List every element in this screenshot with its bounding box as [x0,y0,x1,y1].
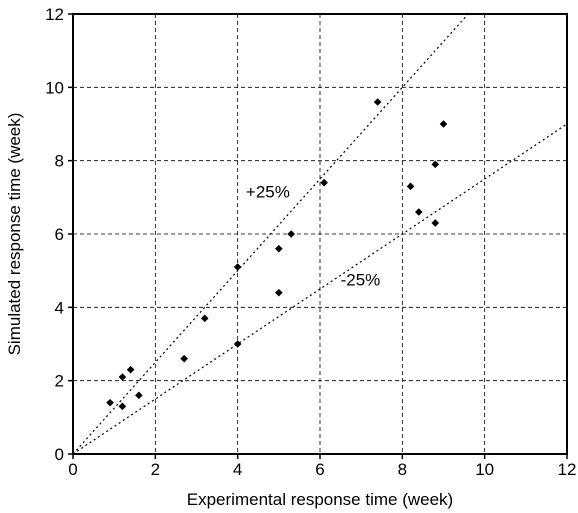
data-point [287,230,295,238]
data-point [126,365,135,374]
data-point [373,98,382,106]
data-point [320,178,328,187]
x-tick-label: 8 [398,460,407,479]
plot-frame [72,13,568,455]
grid [73,14,567,454]
data-point [118,402,127,411]
data-point [200,314,209,323]
data-point [439,120,448,128]
annotations: +25% -25% [246,182,380,289]
reference-line-label: +25% [246,182,290,201]
data-point [431,219,440,227]
data-point [431,160,440,169]
reference-line [72,123,568,455]
x-tick-label: 6 [315,460,324,479]
y-tick-label: 6 [55,225,64,244]
data-point [180,354,188,363]
x-tick-label: 0 [68,460,77,479]
x-tick-label: 4 [233,460,242,479]
data-point [106,398,114,407]
data-point [275,288,283,297]
data-point [406,182,415,191]
reference-line-label: -25% [341,270,381,289]
y-tick-label: 8 [55,152,64,171]
x-tick-label: 2 [151,460,160,479]
axis-ticks: 0 2 4 6 8 10 12 0 2 4 6 8 10 12 [45,5,576,479]
y-tick-label: 4 [55,298,64,317]
y-tick-label: 2 [55,372,64,391]
y-tick-label: 12 [45,5,64,24]
y-axis-title: Simulated response time (week) [5,113,24,356]
x-tick-label: 10 [475,460,494,479]
x-axis-title: Experimental response time (week) [187,490,453,509]
data-points [106,98,448,411]
reference-line [72,13,469,455]
data-point [233,340,242,348]
data-point [275,244,283,253]
x-tick-label: 12 [558,460,577,479]
data-point [135,391,143,400]
data-point [415,208,423,216]
data-point [233,263,242,271]
y-tick-label: 10 [45,78,64,97]
y-tick-label: 0 [55,445,64,464]
reference-lines [72,13,568,455]
data-point [118,373,127,381]
